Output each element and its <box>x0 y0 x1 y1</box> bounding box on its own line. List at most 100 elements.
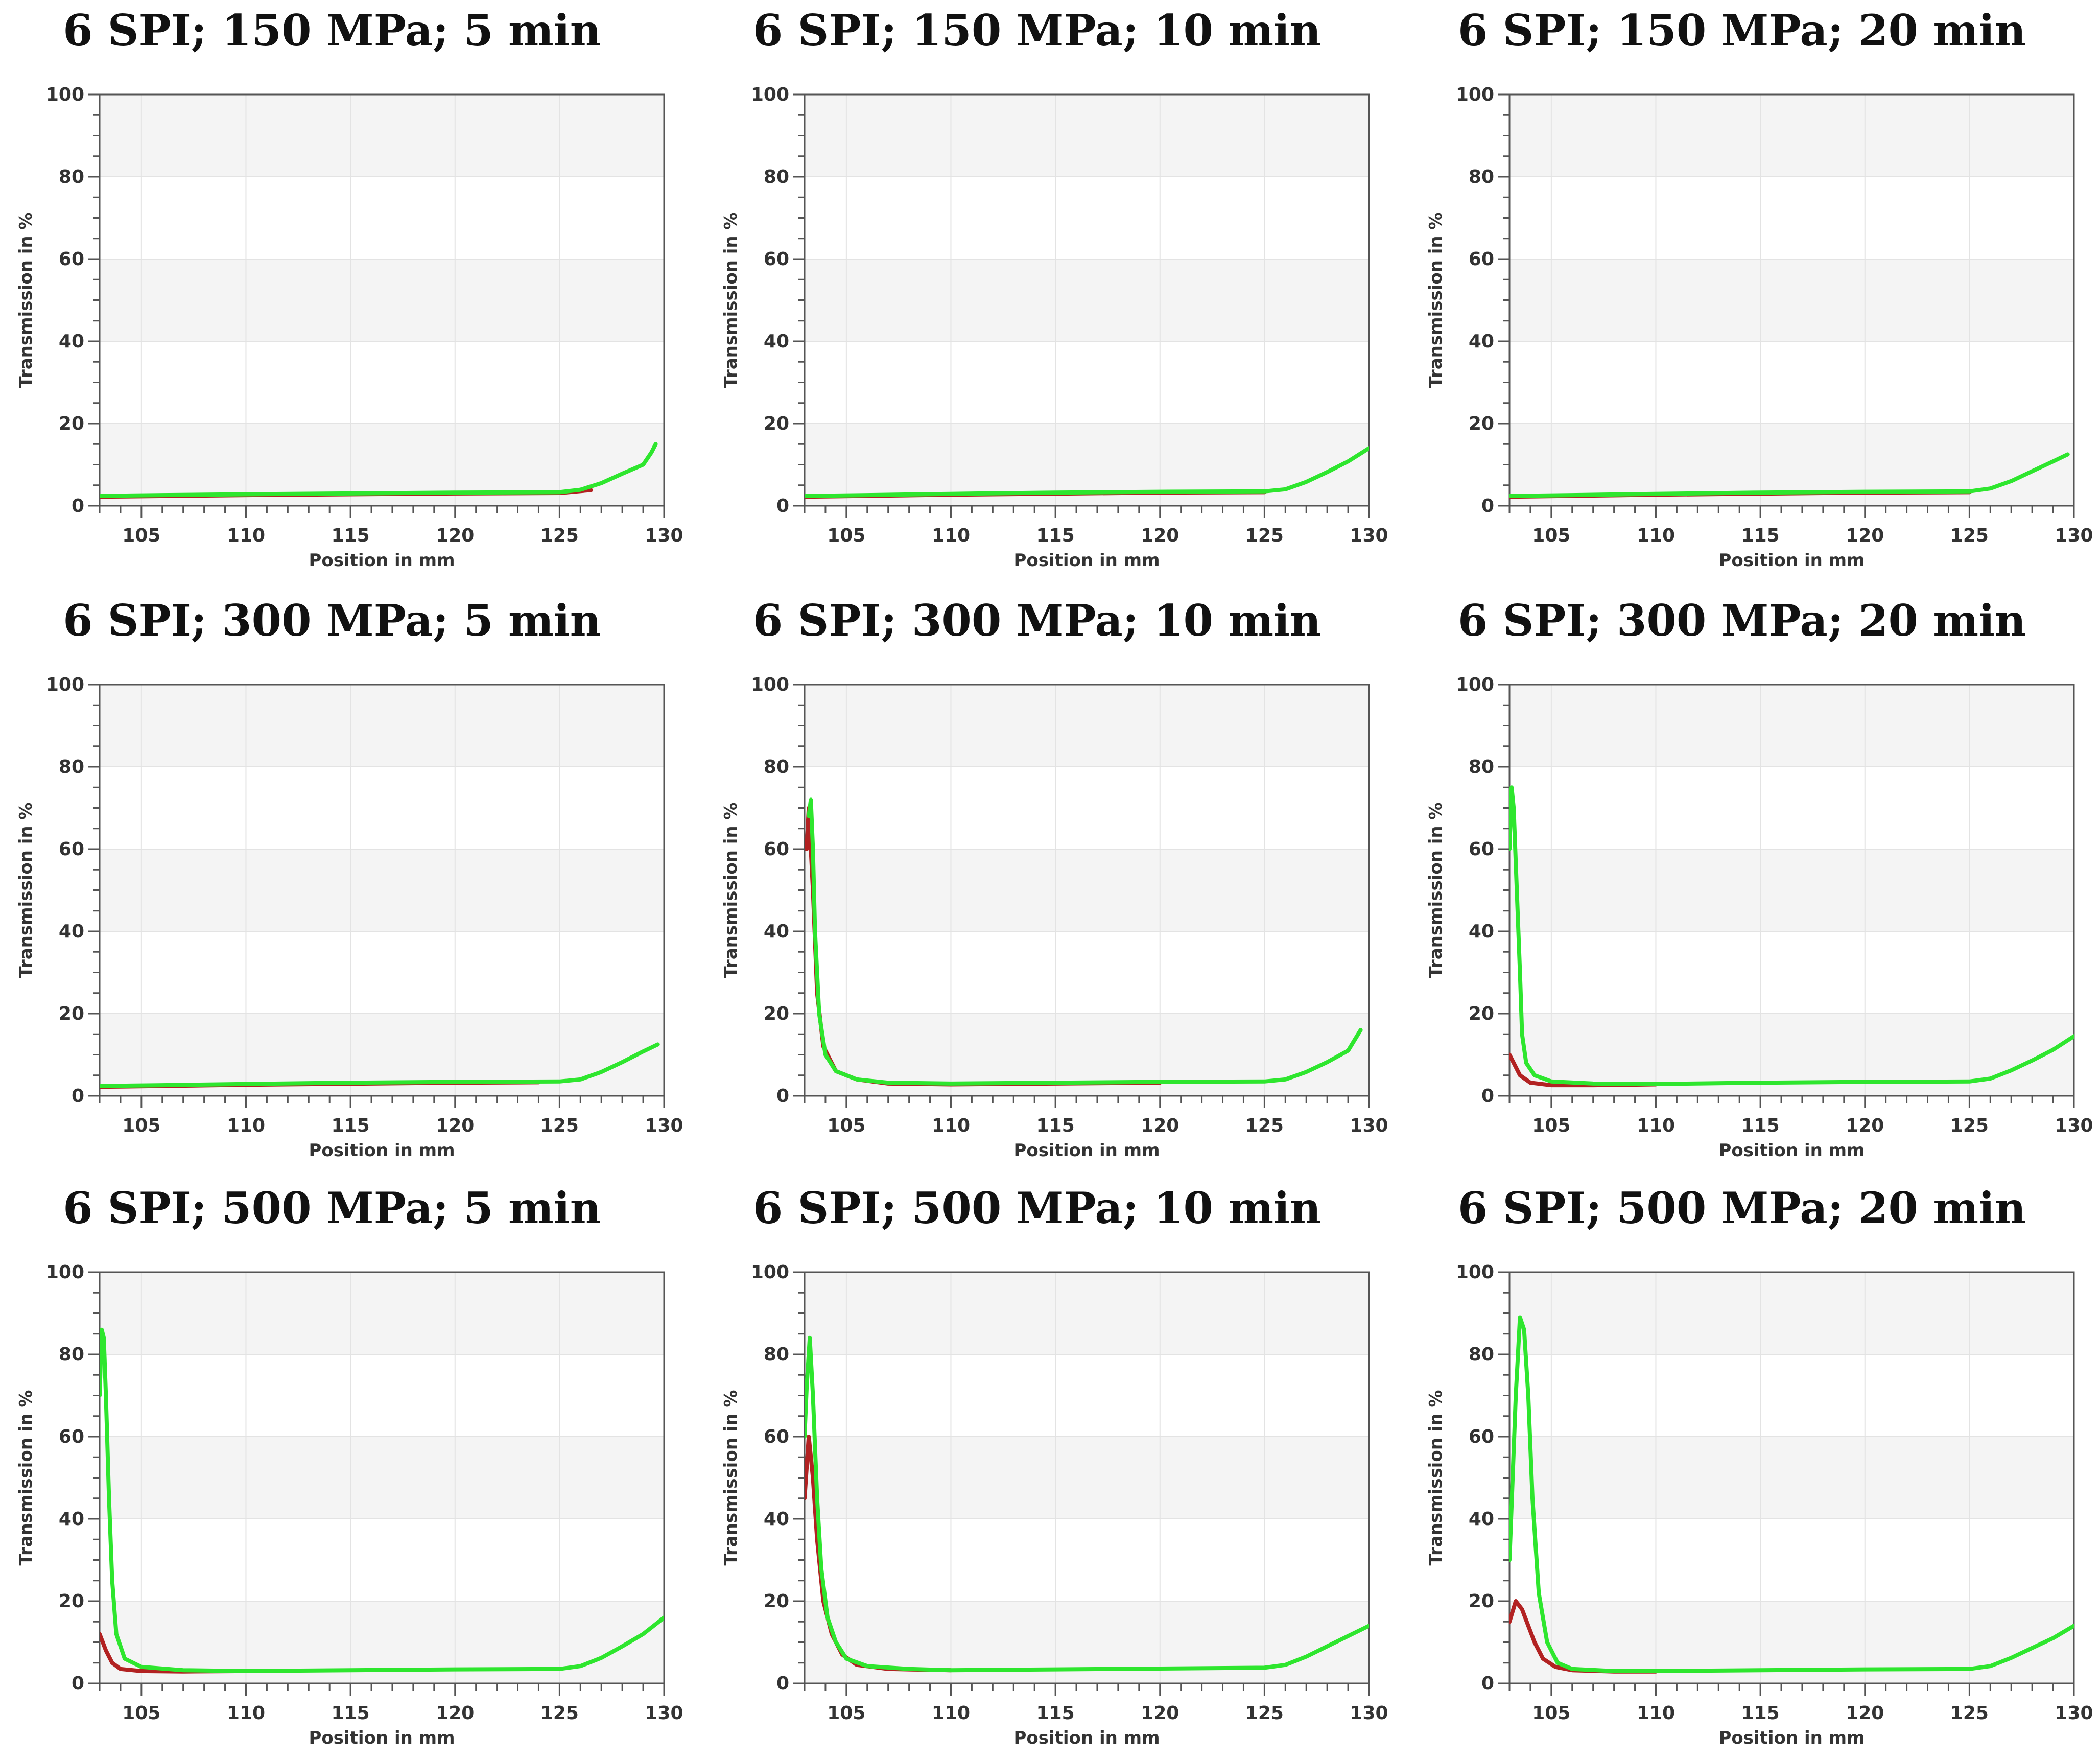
y-tick-label: 40 <box>764 921 789 942</box>
series-line <box>1509 785 2074 1086</box>
x-tick-label: 120 <box>1141 1703 1179 1724</box>
series-group <box>1509 452 2070 499</box>
chart-plot: 0 20 40 60 80 100 105 110 115 120 125 130 Position i… <box>16 84 683 571</box>
y-tick-label: 40 <box>59 1509 84 1530</box>
x-tick-label: 115 <box>332 1703 370 1724</box>
x-axis-label: Position in mm <box>1013 1728 1160 1748</box>
grid-band <box>805 1272 1369 1354</box>
grid-band <box>1509 685 2074 767</box>
x-axis-label: Position in mm <box>1718 1728 1865 1748</box>
chart-plot: 0 20 40 60 80 100 105 110 115 120 125 130 Position i… <box>1426 84 2093 571</box>
y-tick-label: 0 <box>776 496 789 517</box>
chart-plot: 0 20 40 60 80 100 105 110 115 120 125 130 Position i… <box>1426 1262 2093 1748</box>
chart-title: 6 SPI; 500 MPa; 5 min <box>63 1183 601 1233</box>
x-tick-label: 105 <box>122 525 160 546</box>
chart-plot: 0 20 40 60 80 100 105 110 115 120 125 130 Position i… <box>721 674 1388 1161</box>
y-tick-label: 40 <box>1469 331 1494 352</box>
y-tick-label: 20 <box>1469 1003 1494 1024</box>
x-tick-label: 120 <box>1846 1115 1884 1136</box>
y-tick-label: 40 <box>764 1509 789 1530</box>
y-tick-label: 100 <box>751 1262 789 1283</box>
x-tick-label: 115 <box>1741 525 1780 546</box>
y-tick-label: 80 <box>1469 167 1494 187</box>
y-tick-label: 100 <box>46 674 84 695</box>
x-tick-label: 130 <box>1350 1115 1388 1136</box>
y-tick-label: 20 <box>59 1591 84 1612</box>
y-tick-label: 0 <box>1481 1673 1494 1694</box>
series-group <box>805 446 1369 499</box>
x-tick-label: 125 <box>1950 1115 1989 1136</box>
grid-band <box>1509 1272 2074 1354</box>
x-tick-label: 110 <box>932 1115 970 1136</box>
y-axis-label: Transmission in % <box>1426 1390 1446 1566</box>
x-tick-label: 110 <box>227 1115 265 1136</box>
y-tick-label: 60 <box>59 1426 84 1447</box>
chart-title: 6 SPI; 150 MPa; 10 min <box>752 5 1322 56</box>
x-tick-label: 110 <box>932 1703 970 1724</box>
x-tick-label: 125 <box>1245 1703 1284 1724</box>
grid-band <box>1509 259 2074 341</box>
x-axis-label: Position in mm <box>309 550 455 571</box>
y-tick-label: 80 <box>1469 1344 1494 1365</box>
series-line <box>100 442 658 498</box>
x-tick-label: 110 <box>1637 1703 1675 1724</box>
x-tick-label: 105 <box>1532 1115 1570 1136</box>
series-line <box>807 797 1363 1086</box>
x-axis-label: Position in mm <box>1718 1140 1865 1161</box>
chart-panel: 6 SPI; 500 MPa; 20 min 0 20 40 60 80 100 105 110… <box>1410 1178 2100 1760</box>
grid-band <box>100 849 664 931</box>
y-axis-label: Transmission in % <box>1426 213 1446 388</box>
grid-band <box>805 95 1369 177</box>
y-tick-label: 100 <box>46 84 84 105</box>
grid-band <box>1509 95 2074 177</box>
grid-band <box>805 259 1369 341</box>
series-line <box>1509 452 2070 498</box>
grid-band <box>805 849 1369 931</box>
x-tick-label: 120 <box>436 525 474 546</box>
x-axis-label: Position in mm <box>309 1728 455 1748</box>
x-tick-label: 120 <box>1846 1703 1884 1724</box>
x-tick-label: 110 <box>1637 1115 1675 1136</box>
y-axis-label: Transmission in % <box>16 803 36 978</box>
x-tick-label: 120 <box>436 1703 474 1724</box>
y-tick-label: 60 <box>1469 249 1494 270</box>
x-tick-label: 105 <box>1532 1703 1570 1724</box>
y-tick-label: 0 <box>72 496 84 517</box>
x-tick-label: 115 <box>1036 1115 1075 1136</box>
y-tick-label: 60 <box>1469 839 1494 860</box>
y-tick-label: 100 <box>1456 674 1494 695</box>
y-tick-label: 100 <box>1456 84 1494 105</box>
y-axis-label: Transmission in % <box>16 1390 36 1566</box>
y-tick-label: 0 <box>72 1673 84 1694</box>
x-tick-label: 130 <box>1350 1703 1388 1724</box>
series-group <box>1509 1315 2074 1674</box>
y-tick-label: 100 <box>751 84 789 105</box>
x-tick-label: 105 <box>827 525 865 546</box>
x-tick-label: 125 <box>540 1703 579 1724</box>
x-tick-label: 125 <box>540 1115 579 1136</box>
grid-band <box>100 95 664 177</box>
y-tick-label: 60 <box>59 839 84 860</box>
x-tick-label: 105 <box>122 1703 160 1724</box>
y-tick-label: 80 <box>59 1344 84 1365</box>
series-group <box>805 1335 1369 1673</box>
x-tick-label: 105 <box>827 1703 865 1724</box>
y-tick-label: 80 <box>764 757 789 778</box>
x-tick-label: 115 <box>1741 1115 1780 1136</box>
y-axis-label: Transmission in % <box>1426 803 1446 978</box>
series-group <box>100 1042 660 1089</box>
y-tick-label: 40 <box>1469 1509 1494 1530</box>
x-tick-label: 125 <box>540 525 579 546</box>
y-tick-label: 0 <box>776 1086 789 1107</box>
grid-band <box>100 1272 664 1354</box>
series-line <box>805 1335 1369 1673</box>
chart-panel: 6 SPI; 150 MPa; 5 min 0 20 40 60 80 100 105 110 1… <box>0 0 700 582</box>
series-line <box>805 446 1369 498</box>
y-tick-label: 20 <box>764 1591 789 1612</box>
x-tick-label: 110 <box>1637 525 1675 546</box>
series-line <box>1509 1315 2074 1673</box>
y-tick-label: 20 <box>764 413 789 434</box>
x-tick-label: 105 <box>122 1115 160 1136</box>
x-tick-label: 130 <box>2055 1703 2093 1724</box>
x-tick-label: 125 <box>1950 1703 1989 1724</box>
